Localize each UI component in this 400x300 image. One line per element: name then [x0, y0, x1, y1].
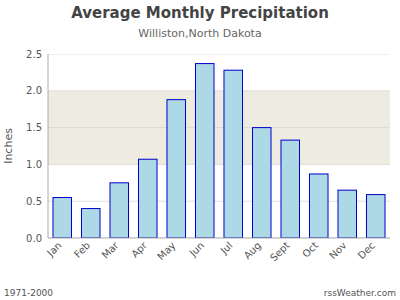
bar — [252, 128, 271, 238]
title: Average Monthly Precipitation — [71, 4, 329, 22]
bar — [224, 70, 243, 238]
x-axis-line — [48, 238, 390, 239]
x-tick-label: Mar — [100, 239, 122, 261]
x-tick-label: Apr — [129, 239, 150, 260]
grid-line — [48, 54, 390, 55]
x-tick-label: May — [155, 240, 177, 262]
footer-left: 1971-2000 — [4, 288, 53, 298]
y-tick-label: 2.0 — [26, 85, 42, 96]
x-tick-label: Sept — [268, 240, 292, 264]
bar — [366, 195, 385, 238]
bar — [110, 183, 129, 238]
chart-container: Average Monthly Precipitation Williston,N… — [0, 0, 400, 300]
x-tick-label: Jun — [187, 240, 207, 260]
background-band — [48, 91, 390, 165]
bar — [81, 209, 100, 238]
y-axis-label: Inches — [2, 128, 15, 164]
x-tick-label: Nov — [327, 240, 349, 262]
x-tick-label: Aug — [242, 240, 264, 262]
footer-right: rssWeather.com — [324, 288, 396, 298]
y-tick-label: 2.5 — [26, 49, 42, 60]
bar — [195, 64, 214, 238]
bar — [138, 159, 157, 238]
chart: Average Monthly Precipitation Williston,N… — [0, 0, 400, 300]
bar — [309, 174, 328, 238]
bar — [167, 100, 186, 238]
x-tick-label: Feb — [72, 240, 92, 260]
subtitle: Williston,North Dakota — [138, 27, 261, 40]
x-tick-label: Jul — [218, 240, 235, 257]
bar — [338, 190, 357, 238]
grid-line — [48, 127, 390, 128]
grid-line — [48, 164, 390, 165]
plot-area — [48, 54, 390, 238]
y-tick-label: 0.5 — [26, 196, 42, 207]
x-tick-label: Jan — [44, 240, 63, 259]
bar — [53, 198, 72, 238]
y-tick-label: 1.5 — [26, 122, 42, 133]
y-tick-label: 0.0 — [26, 233, 42, 244]
x-tick-label: Oct — [300, 240, 320, 260]
grid-line — [48, 90, 390, 91]
y-tick-label: 1.0 — [26, 159, 42, 170]
x-tick-label: Dec — [356, 240, 377, 261]
bar — [281, 140, 300, 238]
y-axis-line — [48, 54, 49, 238]
